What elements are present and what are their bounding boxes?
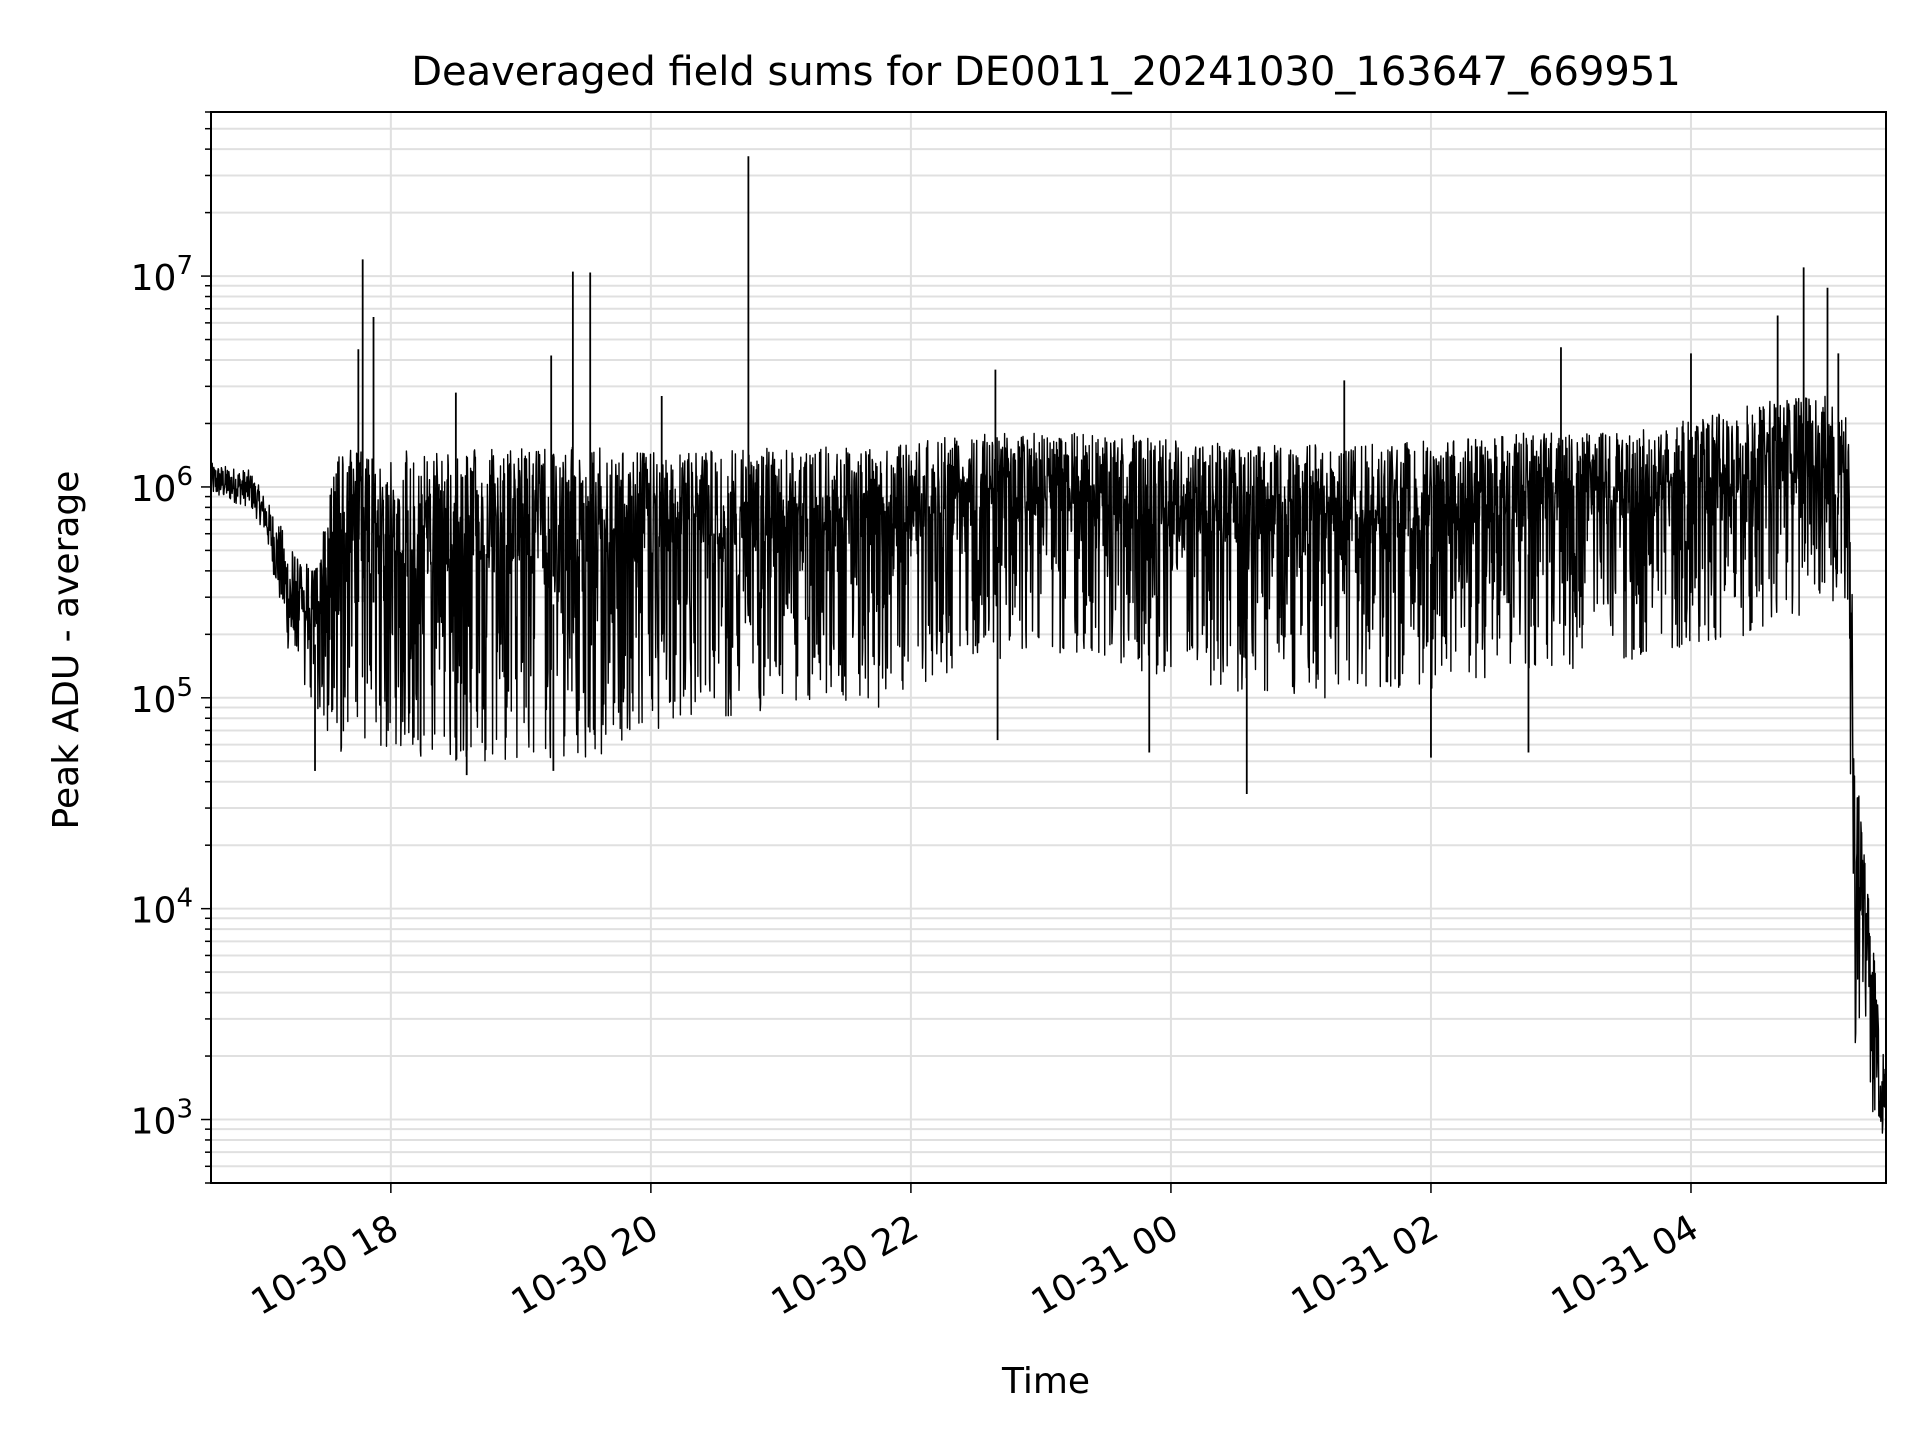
y-tick-label: 104: [131, 884, 193, 932]
y-tick-label: 107: [131, 251, 193, 299]
x-axis-label: Time: [1001, 1361, 1090, 1402]
y-tick-label: 105: [131, 673, 193, 721]
y-tick-label: 106: [131, 462, 193, 510]
y-axis-label: Peak ADU - average: [46, 471, 87, 830]
y-tick-label: 103: [131, 1095, 193, 1143]
chart-title: Deaveraged field sums for DE0011_2024103…: [411, 49, 1681, 95]
plot-frame: [210, 111, 1887, 1184]
series-line: [210, 156, 1887, 1136]
series-trace: [210, 395, 1887, 1136]
